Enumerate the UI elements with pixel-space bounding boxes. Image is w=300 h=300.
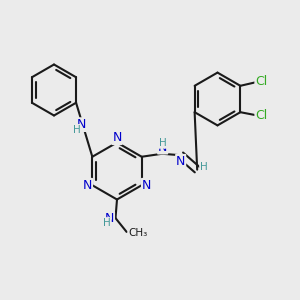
Text: N: N — [112, 131, 122, 144]
Text: Cl: Cl — [255, 75, 268, 88]
Text: N: N — [83, 179, 92, 192]
Text: H: H — [103, 218, 111, 228]
Text: H: H — [73, 125, 80, 135]
Text: H: H — [200, 162, 208, 172]
Text: N: N — [105, 212, 114, 225]
Text: H: H — [159, 138, 167, 148]
Text: N: N — [158, 141, 167, 154]
Text: N: N — [142, 179, 151, 192]
Text: N: N — [176, 155, 185, 168]
Text: CH₃: CH₃ — [128, 228, 147, 238]
Text: N: N — [76, 118, 86, 131]
Text: Cl: Cl — [255, 109, 268, 122]
